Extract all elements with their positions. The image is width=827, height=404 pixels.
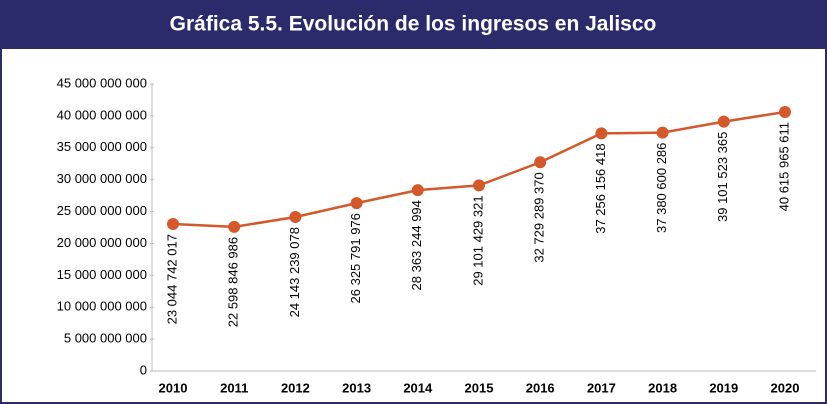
- marker: [534, 156, 547, 169]
- title-banner: [0, 0, 827, 48]
- data-label: 26 325 791 976: [348, 213, 363, 303]
- y-tick-label: 0: [140, 362, 147, 377]
- x-tick-label: 2020: [771, 380, 800, 395]
- x-tick-label: 2016: [526, 380, 555, 395]
- data-label: 24 143 239 078: [287, 227, 302, 317]
- x-tick-label: 2011: [220, 380, 248, 395]
- marker: [411, 184, 424, 197]
- marker: [779, 105, 791, 118]
- y-tick-label: 25 000 000 000: [57, 203, 147, 218]
- x-tick-label: 2010: [159, 380, 188, 395]
- marker: [473, 179, 485, 192]
- marker: [595, 127, 608, 140]
- data-label: 39 101 523 365: [715, 132, 730, 222]
- data-label: 29 101 429 321: [470, 195, 485, 285]
- y-tick-label: 5 000 000 000: [64, 331, 147, 346]
- data-label: 32 729 289 370: [532, 172, 547, 262]
- y-tick-label: 35 000 000 000: [57, 139, 147, 154]
- y-tick-label: 20 000 000 000: [57, 235, 147, 250]
- marker: [717, 115, 730, 128]
- x-tick-label: 2017: [587, 380, 616, 395]
- marker: [167, 218, 179, 231]
- x-tick-label: 2018: [648, 380, 677, 395]
- data-label: 28 363 244 994: [409, 200, 424, 290]
- data-label: 37 380 600 286: [654, 143, 669, 233]
- marker: [228, 220, 241, 233]
- marker: [289, 211, 302, 224]
- data-label: 40 615 965 611: [776, 122, 791, 211]
- x-tick-label: 2013: [342, 380, 371, 395]
- x-tick-label: 2014: [403, 380, 433, 395]
- y-tick-label: 45 000 000 000: [57, 75, 147, 90]
- data-label: 22 598 846 986: [226, 237, 241, 327]
- y-tick-label: 30 000 000 000: [57, 171, 147, 186]
- data-label: 23 044 742 017: [164, 234, 179, 324]
- y-tick-label: 10 000 000 000: [57, 299, 147, 314]
- marker: [350, 197, 363, 210]
- chart-title: Gráfica 5.5. Evolución de los ingresos e…: [170, 13, 657, 36]
- y-tick-label: 40 000 000 000: [57, 107, 147, 122]
- x-tick-label: 2019: [709, 380, 738, 395]
- frame: [0, 47, 827, 404]
- marker: [656, 126, 669, 139]
- y-tick-label: 15 000 000 000: [57, 267, 147, 282]
- data-label: 37 256 156 418: [593, 143, 608, 233]
- x-tick-label: 2015: [465, 380, 494, 395]
- x-tick-label: 2012: [281, 380, 310, 395]
